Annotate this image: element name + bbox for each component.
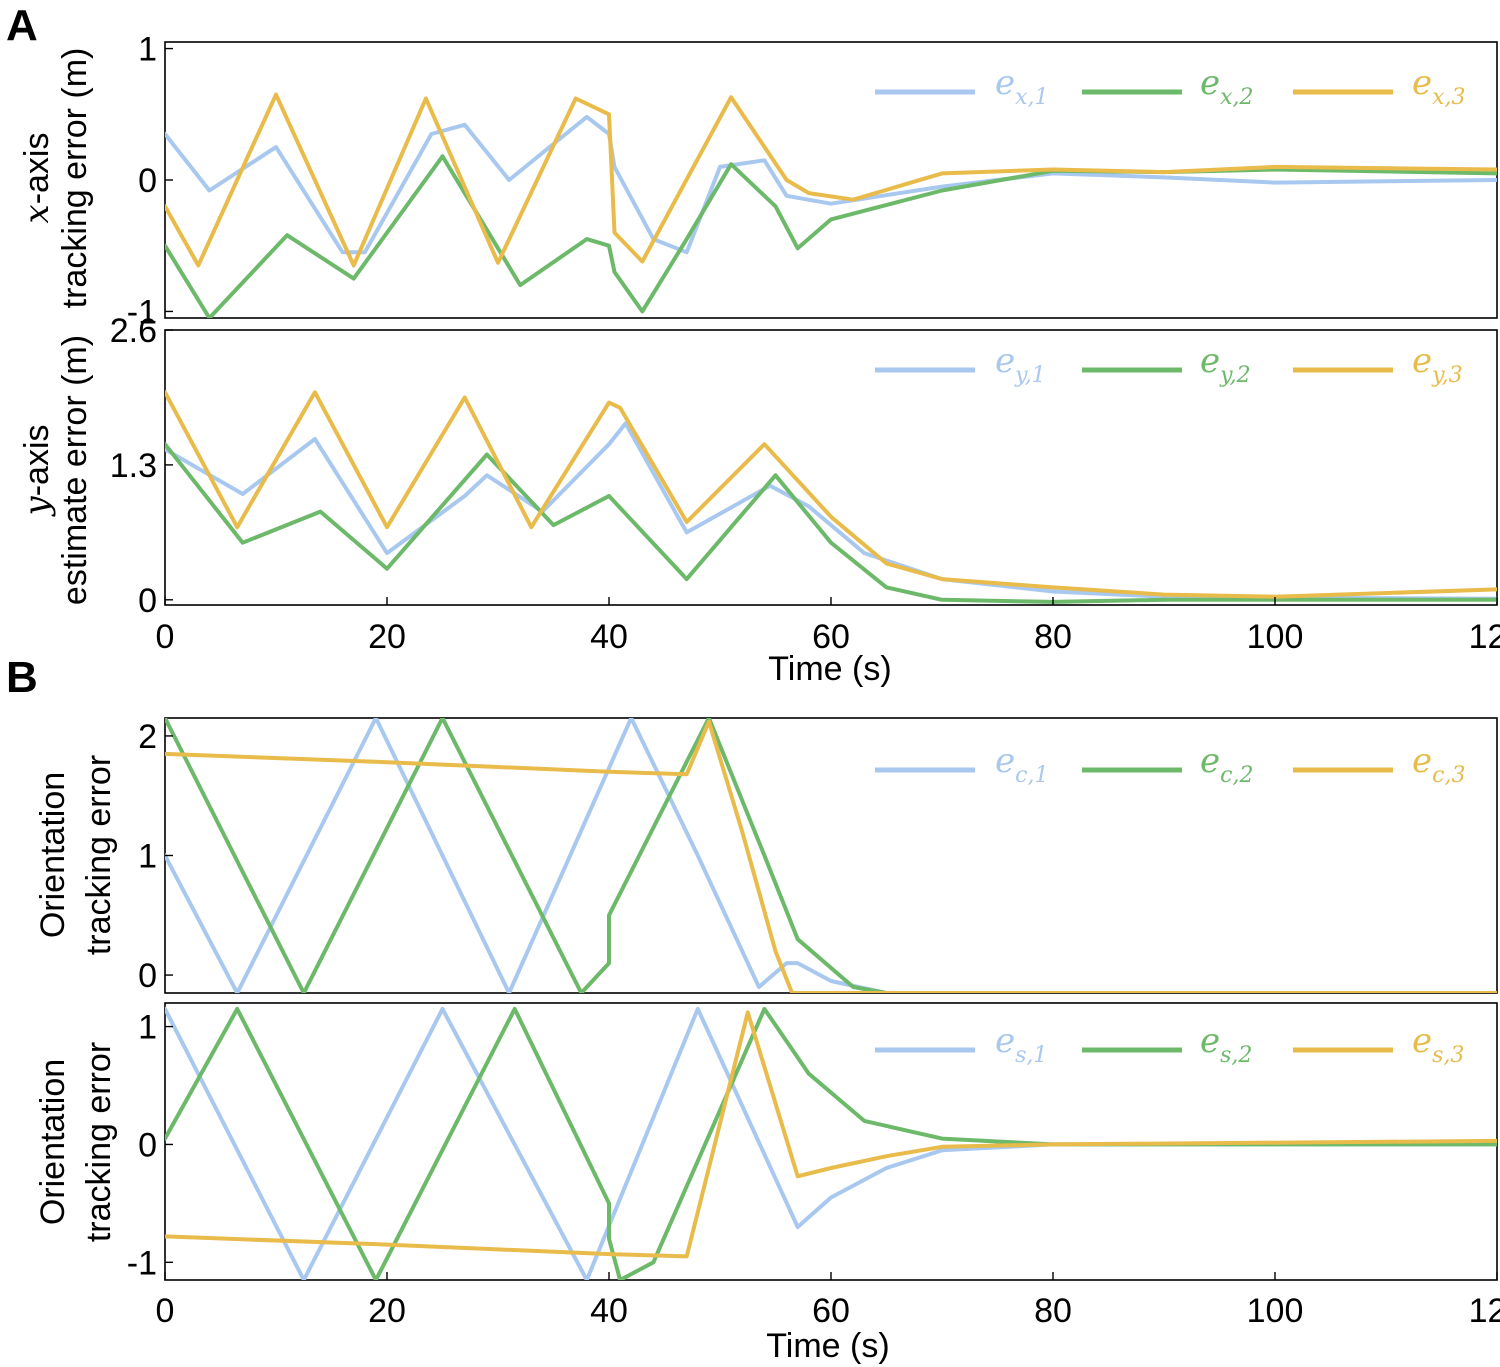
x-tick-label: 20: [368, 618, 406, 656]
x-tick-label: 0: [156, 1292, 175, 1330]
series-line-e-s-2: [165, 1006, 1497, 1280]
y-axis-label: Orientation: [34, 1059, 72, 1225]
y-tick-label: -1: [127, 1244, 157, 1282]
legend-label: es,3: [1412, 1021, 1464, 1068]
x-tick-label: 20: [368, 1292, 406, 1330]
y-axis-label: Orientation: [34, 772, 72, 938]
y-axis-label-line2: tracking error: [80, 755, 118, 955]
x-tick-label: 80: [1034, 618, 1072, 656]
x-axis-label: Time (s): [766, 1327, 889, 1365]
x-tick-label: 40: [590, 618, 628, 656]
series-group: [165, 1006, 1497, 1280]
y-tick-label: 0: [138, 957, 157, 995]
svg-text:x-axis: x-axis: [17, 133, 57, 224]
series-line-e-x-2: [165, 154, 1497, 318]
legend-label: ex,2: [1200, 63, 1254, 110]
series-line-e-s-1: [165, 1006, 1497, 1280]
x-tick-label: 100: [1247, 1292, 1304, 1330]
y-axis-label-line2: estimate error (m): [56, 335, 94, 605]
y-tick-label: 2: [138, 718, 157, 756]
legend-label: ey,1: [995, 341, 1046, 388]
svg-text:Orientation: Orientation: [34, 772, 72, 938]
svg-text:tracking error: tracking error: [80, 1042, 118, 1242]
x-tick-label: 60: [812, 618, 850, 656]
y-tick-label: 0: [138, 582, 157, 620]
y-axis-label-line2: tracking error (m): [56, 48, 94, 309]
series-group: [165, 92, 1497, 318]
y-tick-label: 1: [138, 1009, 157, 1047]
svg-text:tracking error: tracking error: [80, 755, 118, 955]
plot-frame: [164, 329, 1498, 606]
legend: ex,1 ex,2 ex,3: [875, 63, 1466, 110]
series-group: [165, 718, 1497, 993]
x-tick-label: 100: [1247, 618, 1304, 656]
series-line-e-y-1: [165, 421, 1497, 601]
plot-frame: [164, 41, 1498, 319]
panel-label-a: A: [6, 1, 38, 50]
series-line-e-y-3: [165, 390, 1497, 599]
svg-text:estimate error (m): estimate error (m): [56, 335, 94, 605]
orientation-s-error-plot: Orientation tracking error Time (s) 1 0 -1…: [34, 1002, 1500, 1365]
series-line-e-c-1: [165, 718, 1497, 993]
x-tick-label: 80: [1034, 1292, 1072, 1330]
legend-label: es,2: [1200, 1021, 1252, 1068]
legend-label: ex,3: [1412, 63, 1466, 110]
x-tick-label: 0: [156, 618, 175, 656]
legend: ec,1 ec,2 ec,3: [875, 741, 1465, 788]
x-tick-label: 40: [590, 1292, 628, 1330]
y-tick-label: 1: [138, 838, 157, 876]
x-tick-label: 60: [812, 1292, 850, 1330]
legend-label: ec,2: [1200, 741, 1253, 788]
y-tick-label: 1: [138, 31, 157, 69]
x-tick-label: 120: [1469, 618, 1500, 656]
series-line-e-x-3: [165, 92, 1497, 268]
legend-label: ey,2: [1200, 341, 1251, 388]
series-group: [165, 390, 1497, 604]
y-axis-label: x-axis: [17, 133, 57, 224]
y-estimate-error-plot: y-axis estimate error (m) Time (s) 2.6 1.…: [17, 312, 1500, 688]
panel-label-b: B: [6, 653, 38, 702]
x-tracking-error-plot: x-axis tracking error (m) 10-1ex,1 ex,2 ex…: [17, 31, 1498, 331]
plot-frame: [164, 717, 1498, 994]
legend-label: es,1: [995, 1021, 1047, 1068]
x-tick-label: 120: [1469, 1292, 1500, 1330]
y-tick-label: 0: [138, 162, 157, 200]
y-tick-label: 1.3: [110, 447, 157, 485]
series-line-e-s-3: [165, 1010, 1497, 1259]
svg-text:Orientation: Orientation: [34, 1059, 72, 1225]
y-tick-label: 0: [138, 1126, 157, 1164]
legend-label: ey,3: [1412, 341, 1463, 388]
y-axis-label: y-axis: [17, 424, 57, 517]
legend-label: ex,1: [995, 63, 1049, 110]
legend-label: ec,1: [995, 741, 1048, 788]
series-line-e-c-3: [165, 719, 1497, 993]
x-axis-label: Time (s): [768, 650, 891, 688]
legend-label: ec,3: [1412, 741, 1465, 788]
y-tick-label: -1: [127, 293, 157, 331]
svg-text:tracking error (m): tracking error (m): [56, 48, 94, 309]
y-tick-label: 2.6: [110, 312, 157, 350]
y-axis-label-line2: tracking error: [80, 1042, 118, 1242]
series-line-e-y-2: [165, 442, 1497, 604]
legend: es,1 es,2 es,3: [875, 1021, 1464, 1068]
legend: ey,1 ey,2 ey,3: [875, 341, 1463, 388]
svg-text:y-axis: y-axis: [17, 424, 57, 517]
